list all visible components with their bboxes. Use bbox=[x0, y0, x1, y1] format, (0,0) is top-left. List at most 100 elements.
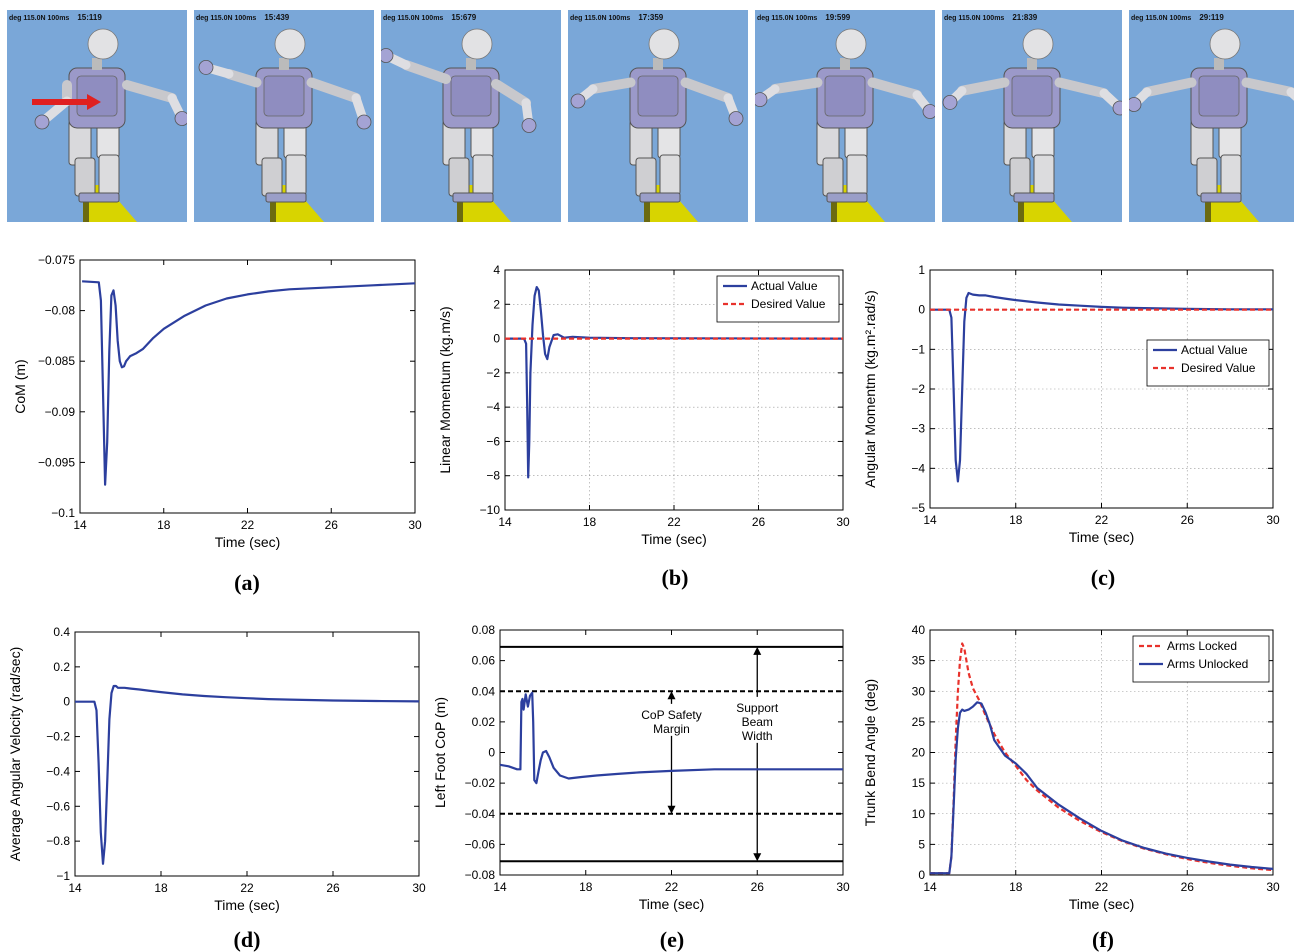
right-upper-arm bbox=[1054, 77, 1109, 99]
y-tick-label: −0.02 bbox=[465, 776, 496, 790]
y-axis-label: Left Foot CoP (m) bbox=[432, 697, 448, 808]
annotation-text: CoP Safety bbox=[641, 708, 701, 722]
panel-label: (f) bbox=[1092, 927, 1114, 952]
y-tick-label: 0 bbox=[63, 695, 70, 709]
right-shin bbox=[1220, 154, 1242, 196]
annotation-text: Width bbox=[742, 729, 773, 743]
right-hand bbox=[922, 104, 935, 119]
foot bbox=[452, 192, 494, 203]
y-tick-label: −0.085 bbox=[38, 354, 75, 368]
right-hand bbox=[1112, 100, 1122, 116]
right-hand bbox=[356, 114, 372, 130]
y-tick-label: −0.095 bbox=[38, 455, 75, 469]
x-tick-label: 18 bbox=[1009, 880, 1023, 894]
robot-head bbox=[274, 28, 306, 60]
neck bbox=[1027, 58, 1037, 70]
x-tick-label: 18 bbox=[154, 881, 168, 895]
x-tick-label: 26 bbox=[1181, 513, 1195, 527]
y-tick-label: 2 bbox=[493, 297, 500, 311]
x-tick-label: 26 bbox=[751, 880, 765, 894]
panel-label: (c) bbox=[1091, 565, 1115, 590]
y-tick-label: −3 bbox=[911, 422, 925, 436]
y-tick-label: 0.04 bbox=[472, 684, 496, 698]
series-line-data bbox=[75, 684, 420, 865]
neck bbox=[653, 58, 663, 70]
frame-caption: deg 115.0N 100ms 19:599 bbox=[757, 13, 850, 22]
right-upper-arm bbox=[306, 77, 361, 103]
x-axis-label: Time (sec) bbox=[1069, 529, 1135, 545]
y-tick-label: −5 bbox=[911, 501, 925, 515]
x-tick-label: 26 bbox=[1181, 880, 1195, 894]
y-tick-label: 0.4 bbox=[53, 625, 70, 639]
x-tick-label: 22 bbox=[1095, 880, 1109, 894]
right-upper-arm bbox=[867, 77, 922, 100]
frame-time: 19:599 bbox=[825, 13, 851, 22]
robot-scene bbox=[32, 28, 187, 222]
frame-4: deg 115.0N 100ms 17:359 bbox=[568, 10, 748, 222]
x-tick-label: 14 bbox=[923, 513, 937, 527]
x-tick-label: 22 bbox=[240, 881, 254, 895]
frame-7: deg 115.0N 100ms 29:119 bbox=[1129, 10, 1294, 222]
annotation-arrowhead bbox=[667, 691, 676, 700]
x-tick-label: 22 bbox=[665, 880, 679, 894]
frame-caption: deg 115.0N 100ms 15:439 bbox=[196, 13, 289, 22]
y-axis-label: CoM (m) bbox=[12, 359, 28, 413]
y-tick-label: 30 bbox=[912, 684, 926, 698]
left-shin bbox=[1196, 157, 1218, 197]
y-axis-label: Trunk Bend Angle (deg) bbox=[862, 679, 878, 826]
y-axis-label: Average Angular Velocity (rad/sec) bbox=[7, 647, 23, 862]
right-hand bbox=[174, 111, 187, 126]
x-tick-label: 22 bbox=[241, 518, 255, 532]
x-tick-label: 14 bbox=[68, 881, 82, 895]
left-upper-arm bbox=[957, 77, 1010, 96]
x-tick-label: 18 bbox=[1009, 513, 1023, 527]
y-tick-label: 0 bbox=[488, 746, 495, 760]
x-tick-label: 22 bbox=[667, 515, 681, 529]
left-shin bbox=[448, 157, 470, 197]
frame-caption-text: deg 115.0N 100ms bbox=[383, 15, 444, 22]
chest-plate bbox=[1198, 75, 1240, 117]
frame-caption-text: deg 115.0N 100ms bbox=[1131, 15, 1192, 22]
foot bbox=[78, 192, 120, 203]
y-axis-label: Angular Momentm (kg.m².rad/s) bbox=[862, 290, 878, 488]
y-tick-label: 0.2 bbox=[53, 660, 70, 674]
y-tick-label: 0 bbox=[918, 868, 925, 882]
legend-box bbox=[1132, 635, 1270, 683]
left-hand bbox=[1129, 97, 1142, 112]
frame-time: 29:119 bbox=[1199, 13, 1224, 22]
chest-plate bbox=[824, 75, 866, 117]
robot-scene bbox=[755, 28, 935, 222]
series-line-actual-value bbox=[930, 291, 1273, 483]
y-tick-label: −0.2 bbox=[46, 730, 70, 744]
right-upper-arm bbox=[680, 77, 733, 103]
y-tick-label: −0.6 bbox=[46, 799, 70, 813]
robot-figure bbox=[381, 28, 537, 222]
frame-time: 15:439 bbox=[264, 13, 290, 22]
x-tick-label: 30 bbox=[412, 881, 426, 895]
frame-3: deg 115.0N 100ms 15:679 bbox=[381, 10, 561, 222]
x-tick-label: 18 bbox=[583, 515, 597, 529]
frame-caption-text: deg 115.0N 100ms bbox=[570, 15, 631, 22]
chart-d: 14 18 22 26 30 −1 −0.8 −0.6 −0.4 −0.2 0 0.2 0.4 Time … bbox=[7, 625, 426, 952]
x-tick-label: 26 bbox=[325, 518, 339, 532]
frame-caption: deg 115.0N 100ms 17:359 bbox=[570, 13, 663, 22]
panel-label: (d) bbox=[234, 927, 261, 952]
foot bbox=[1200, 192, 1242, 203]
y-tick-label: −4 bbox=[911, 461, 925, 475]
robot-scene bbox=[570, 28, 744, 222]
y-tick-label: 4 bbox=[493, 263, 500, 277]
right-shin bbox=[1033, 154, 1055, 196]
left-shin bbox=[822, 157, 844, 197]
robot-head bbox=[1209, 28, 1241, 60]
frame-time: 15:679 bbox=[451, 13, 477, 22]
robot-head bbox=[1022, 28, 1054, 60]
y-tick-label: −4 bbox=[486, 400, 500, 414]
legend-label: Actual Value bbox=[1181, 343, 1248, 357]
frame-time: 17:359 bbox=[638, 13, 664, 22]
robot-figure bbox=[755, 28, 935, 222]
neck bbox=[466, 58, 476, 70]
y-tick-label: −2 bbox=[486, 366, 500, 380]
legend-label: Actual Value bbox=[751, 279, 818, 293]
left-hand bbox=[942, 95, 958, 110]
annotation-text: Margin bbox=[653, 722, 690, 736]
